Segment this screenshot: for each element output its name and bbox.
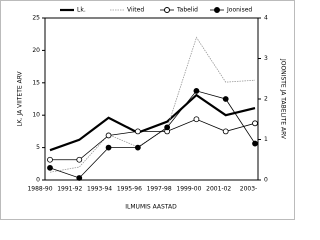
y-tick-label: 15 <box>32 79 40 86</box>
chart: LK. JA VIITETE ARV JOONISTE JA TABELITE … <box>0 0 295 220</box>
y2-axis-title: JOONISTE JA TABELITE ARV <box>280 58 287 140</box>
x-tick-label: 1995-96 <box>117 186 142 193</box>
y-tick-label: 10 <box>32 112 40 119</box>
y-axis-title: LK. JA VIITETE ARV <box>17 70 24 126</box>
series-line <box>49 93 256 152</box>
x-tick-label: 2003- <box>240 186 257 193</box>
marker <box>76 156 83 163</box>
marker <box>105 144 112 151</box>
marker <box>134 128 141 135</box>
legend-label: Viited <box>127 7 144 14</box>
x-tick-label: 1999-00 <box>176 186 201 193</box>
legend-label: Tabelid <box>176 7 198 14</box>
y2-tick-label: 1 <box>264 136 268 143</box>
y-tick-label: 25 <box>32 15 40 22</box>
marker <box>134 144 141 151</box>
marker <box>193 116 200 123</box>
marker <box>76 175 83 181</box>
legend-label: Lk. <box>77 7 86 14</box>
y2-tick-label: 4 <box>264 15 268 22</box>
x-tick-label: 1991-92 <box>57 186 82 193</box>
legend-marker <box>164 7 170 13</box>
x-tick-label: 1997-98 <box>147 186 172 193</box>
x-tick-label: 1988-90 <box>27 186 52 193</box>
y2-tick-label: 0 <box>264 177 268 184</box>
y-tick-label: 5 <box>36 144 40 151</box>
series-line <box>50 118 256 161</box>
y2-tick-label: 3 <box>264 55 268 62</box>
y-tick-label: 20 <box>32 47 40 54</box>
x-tick-label: 1993-94 <box>87 186 112 193</box>
marker <box>193 88 200 94</box>
marker <box>252 120 258 127</box>
series-line <box>49 90 256 179</box>
legend-marker <box>214 7 220 13</box>
marker <box>222 128 229 135</box>
y-tick-label: 0 <box>36 177 40 184</box>
marker <box>164 124 171 131</box>
marker <box>222 96 229 102</box>
x-tick-label: 2001-02 <box>206 186 231 193</box>
marker <box>47 164 53 171</box>
marker <box>252 140 258 147</box>
marker <box>47 156 53 163</box>
legend-label: Joonised <box>226 7 252 14</box>
marker <box>105 132 112 139</box>
x-axis-title: ILMUMIS AASTAD <box>125 204 177 211</box>
y2-tick-label: 2 <box>264 96 268 103</box>
